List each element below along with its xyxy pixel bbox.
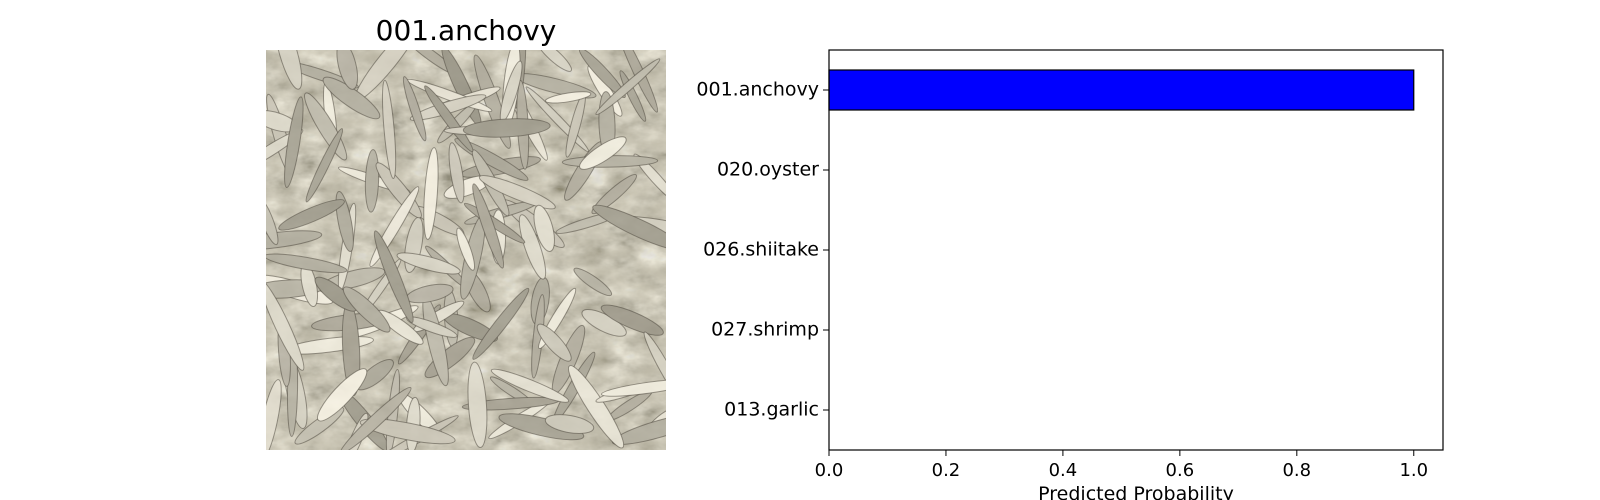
x-tick-label: 0.0 — [815, 460, 844, 481]
fish-shape — [266, 379, 282, 450]
fish-shape — [498, 413, 585, 441]
fish-shape — [591, 173, 638, 215]
fish-shape — [454, 138, 529, 181]
fish-shape — [544, 414, 595, 434]
fish-shape — [336, 50, 359, 90]
fish-shape — [266, 253, 348, 274]
fish-shape — [472, 287, 530, 360]
fish-shape — [284, 96, 304, 188]
fish-shape — [266, 279, 305, 371]
fish-shape — [424, 85, 474, 153]
bar — [828, 69, 1415, 111]
fish-shape — [592, 204, 666, 251]
fish-shape — [456, 227, 476, 271]
y-tick-label: 013.garlic — [724, 399, 819, 421]
fish-shape — [600, 304, 664, 336]
fish-shape — [536, 323, 572, 362]
fish-shape — [423, 147, 439, 240]
fish-shape — [643, 331, 666, 407]
fish-shape — [274, 50, 303, 90]
x-tick-label: 0.2 — [932, 460, 961, 481]
fish-shape — [364, 149, 380, 213]
fish-shape — [573, 267, 613, 297]
fish-shape — [294, 406, 345, 445]
y-tick-label: 026.shiitake — [703, 239, 819, 261]
x-tick-label: 0.8 — [1282, 460, 1311, 481]
fish-shape — [568, 365, 625, 449]
fish-shape — [544, 91, 592, 104]
fish-shape — [472, 183, 505, 269]
fish-shape — [533, 204, 555, 252]
fish-shape — [536, 50, 572, 72]
fish-shape — [578, 50, 626, 99]
fish-shape — [448, 142, 465, 204]
fish-shape — [305, 128, 344, 203]
fish-shape — [266, 129, 304, 173]
fish-shape — [359, 418, 456, 445]
fish-shape — [478, 175, 556, 210]
y-tick-label: 027.shrimp — [711, 319, 819, 341]
fish-shape — [595, 58, 661, 116]
fish-shape — [317, 368, 368, 422]
fish-shape — [490, 368, 570, 403]
fish-shape — [467, 361, 488, 449]
plot-frame — [828, 49, 1444, 451]
fish-shape — [617, 50, 659, 113]
x-tick-label: 0.6 — [1166, 460, 1195, 481]
fish-shape — [406, 316, 458, 338]
fish-shape — [278, 199, 345, 231]
fish-shape — [342, 286, 391, 333]
fish-shape — [462, 118, 551, 138]
x-tick-label: 0.4 — [1049, 460, 1078, 481]
fish-shape — [322, 76, 381, 120]
fish-shape — [518, 214, 547, 280]
fish-shape — [381, 79, 397, 180]
fish-shape — [396, 252, 461, 275]
fish-shape — [266, 196, 279, 246]
y-tick-label: 001.anchovy — [696, 79, 819, 101]
fish-shape — [600, 378, 666, 397]
fish-shape — [339, 386, 412, 450]
fish-shape — [611, 412, 666, 446]
x-tick-label: 1.0 — [1399, 460, 1428, 481]
x-axis-label: Predicted Probability — [1038, 483, 1234, 500]
fish-shape — [402, 76, 427, 142]
y-tick-label: 020.oyster — [717, 159, 819, 181]
fish-shape — [633, 153, 666, 203]
anchovy-photo — [266, 50, 666, 450]
image-title: 001.anchovy — [375, 14, 557, 47]
fish-shape — [579, 136, 627, 170]
fish-shape — [373, 230, 414, 324]
